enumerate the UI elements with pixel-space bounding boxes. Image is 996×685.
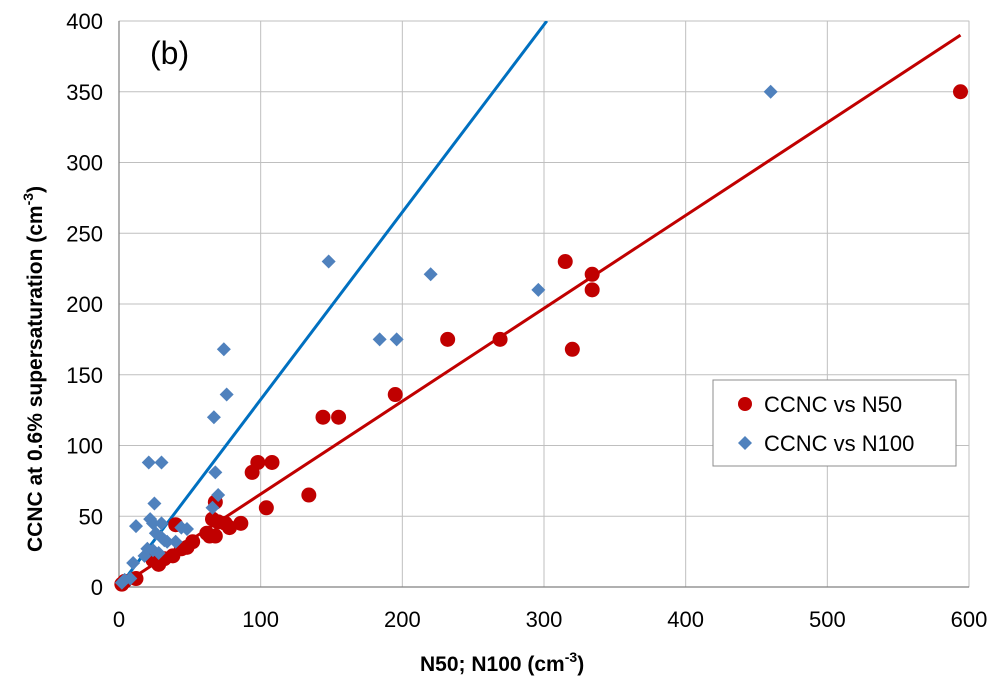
point-n50 [233, 515, 249, 531]
point-n100 [763, 84, 778, 99]
point-n100 [180, 521, 194, 536]
y-tick-label: 150 [66, 363, 103, 388]
point-n100 [154, 516, 169, 531]
point-n100 [146, 516, 160, 531]
point-n50 [207, 528, 223, 544]
point-n50 [953, 84, 968, 100]
x-tick-label: 0 [113, 607, 125, 632]
point-n100 [141, 455, 156, 470]
y-tick-label: 200 [66, 292, 103, 317]
y-axis-title-tail: ) [24, 186, 47, 193]
x-tick-label: 400 [667, 607, 704, 632]
point-n100 [206, 410, 221, 425]
legend-box [712, 379, 957, 467]
legend-marker-n100 [738, 436, 752, 450]
point-n50 [250, 454, 266, 470]
point-n100 [129, 519, 143, 534]
y-tick-label: 0 [91, 575, 103, 600]
panel-label: (b) [150, 35, 189, 71]
point-n50 [301, 487, 317, 503]
legend-marker-n50 [738, 397, 752, 411]
point-n50 [440, 331, 456, 347]
y-tick-label: 250 [66, 221, 103, 246]
point-n100 [123, 571, 138, 586]
point-n50 [258, 500, 274, 516]
point-n50 [564, 341, 580, 357]
data-points [114, 84, 968, 592]
point-n50 [222, 520, 237, 536]
point-n100 [154, 455, 169, 470]
point-n50 [492, 331, 508, 347]
point-n50 [315, 409, 331, 425]
point-n50 [264, 454, 280, 470]
point-n100 [372, 332, 387, 347]
trendline-n100 [119, 21, 549, 587]
point-n100 [147, 496, 162, 511]
point-n100 [389, 332, 404, 347]
y-tick-label: 50 [79, 504, 103, 529]
y-tick-label: 100 [66, 434, 103, 459]
x-tick-label: 100 [242, 607, 279, 632]
point-n50 [584, 266, 600, 282]
y-axis-title: CCNC at 0.6% supersaturation (cm-3) [20, 186, 47, 552]
point-n50 [584, 282, 600, 298]
legend-label-n50: CCNC vs N50 [764, 392, 902, 417]
x-axis-title-sup: -3 [565, 649, 578, 665]
point-n100 [321, 254, 336, 269]
legend: CCNC vs N50 CCNC vs N100 [712, 379, 957, 467]
point-n50 [331, 409, 347, 425]
point-n100 [219, 387, 234, 402]
point-n100 [216, 342, 231, 357]
trendlines [119, 21, 962, 587]
y-tick-label: 300 [66, 151, 103, 176]
x-tick-label: 600 [951, 607, 988, 632]
point-n100 [126, 555, 141, 570]
tick-labels: 0 100 200 300 400 500 600 0 50 100 150 200 250 300 350… [66, 9, 987, 632]
point-n100 [208, 465, 223, 480]
x-axis-title-tail: ) [577, 653, 584, 676]
point-n50 [185, 534, 201, 550]
y-tick-label: 400 [66, 9, 103, 34]
x-axis-title-main: N50; N100 (cm [420, 653, 565, 676]
point-n100 [151, 546, 166, 561]
point-n100 [160, 534, 175, 549]
x-tick-label: 500 [809, 607, 846, 632]
x-tick-label: 300 [526, 607, 563, 632]
point-n50 [387, 387, 403, 403]
point-n50 [557, 254, 573, 270]
point-n100 [423, 267, 438, 282]
point-n100 [205, 500, 220, 515]
y-tick-label: 350 [66, 80, 103, 105]
trendline-n50 [119, 33, 962, 587]
x-axis-title: N50; N100 (cm-3) [420, 649, 584, 676]
x-tick-label: 200 [384, 607, 421, 632]
legend-label-n100: CCNC vs N100 [764, 431, 914, 456]
point-n100 [117, 572, 132, 587]
y-axis-title-sup: -3 [20, 193, 36, 206]
point-n100 [211, 488, 226, 503]
point-n100 [168, 534, 183, 549]
y-axis-title-main: CCNC at 0.6% supersaturation (cm [24, 205, 47, 552]
point-n100 [531, 282, 546, 297]
